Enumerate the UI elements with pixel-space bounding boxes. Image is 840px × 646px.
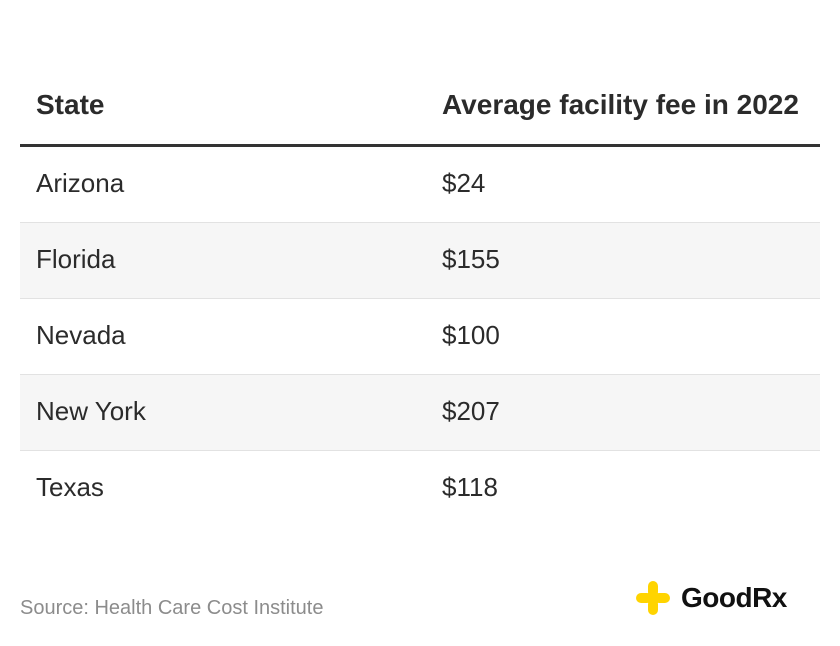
fee-cell: $24 bbox=[442, 168, 486, 198]
header-state: State bbox=[36, 89, 105, 120]
source-note: Source: Health Care Cost Institute bbox=[20, 597, 324, 619]
brand-name: GoodRx bbox=[681, 582, 787, 613]
fee-cell: $207 bbox=[442, 396, 500, 426]
state-cell: Nevada bbox=[36, 320, 126, 350]
table-header: State Average facility fee in 2022 bbox=[20, 0, 820, 147]
table-row: Texas $118 bbox=[20, 451, 820, 526]
fee-cell: $155 bbox=[442, 244, 500, 274]
table-row: Florida $155 bbox=[20, 223, 820, 299]
state-cell: Florida bbox=[36, 244, 116, 274]
state-cell: New York bbox=[36, 396, 146, 426]
fee-table: State Average facility fee in 2022 Arizo… bbox=[20, 0, 820, 526]
table-row: Arizona $24 bbox=[20, 147, 820, 223]
table-row: Nevada $100 bbox=[20, 299, 820, 375]
plus-center bbox=[648, 593, 658, 603]
table-row: New York $207 bbox=[20, 375, 820, 451]
state-cell: Arizona bbox=[36, 168, 125, 198]
fee-cell: $118 bbox=[442, 472, 498, 502]
state-cell: Texas bbox=[36, 472, 104, 502]
goodrx-plus-icon bbox=[636, 581, 670, 615]
fee-cell: $100 bbox=[442, 320, 500, 350]
goodrx-logo: GoodRx bbox=[635, 580, 787, 616]
header-average-fee: Average facility fee in 2022 bbox=[442, 89, 799, 120]
